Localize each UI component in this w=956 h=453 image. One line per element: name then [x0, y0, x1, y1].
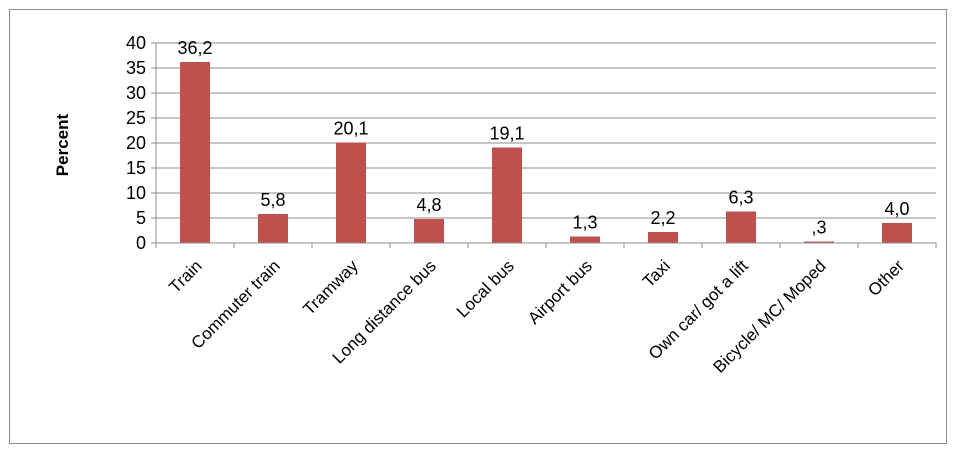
bar — [726, 211, 756, 243]
data-label: 19,1 — [489, 124, 524, 144]
data-label: 4,8 — [416, 195, 441, 215]
bar — [570, 236, 600, 243]
data-label: 1,3 — [572, 213, 597, 233]
bar — [492, 147, 522, 243]
bar — [414, 219, 444, 243]
bars — [180, 62, 912, 243]
y-axis-label: Percent — [53, 113, 72, 176]
data-label: ,3 — [811, 218, 826, 238]
bar — [180, 62, 210, 243]
y-tick-label: 30 — [126, 83, 146, 103]
x-tick-label: Other — [864, 256, 908, 300]
y-tick-label: 35 — [126, 58, 146, 78]
x-tick-label: Train — [165, 256, 205, 296]
bar — [336, 142, 366, 243]
y-tick-label: 20 — [126, 133, 146, 153]
y-tick-label: 15 — [126, 158, 146, 178]
data-label: 5,8 — [260, 190, 285, 210]
y-tick-label: 40 — [126, 33, 146, 53]
bar — [258, 214, 288, 243]
data-label: 36,2 — [177, 38, 212, 58]
bar — [804, 241, 834, 243]
y-tick-label: 10 — [126, 183, 146, 203]
x-tick-label: Taxi — [639, 256, 674, 291]
y-tick-label: 0 — [136, 233, 146, 253]
data-label: 6,3 — [728, 188, 753, 208]
y-tick-label: 5 — [136, 208, 146, 228]
x-tick-label: Tramway — [299, 256, 362, 319]
bar — [648, 232, 678, 243]
bar — [882, 223, 912, 243]
data-label: 20,1 — [333, 119, 368, 139]
x-tick-label: Local bus — [453, 256, 518, 321]
x-tick-label: Airport bus — [524, 256, 596, 328]
y-tick-label: 25 — [126, 108, 146, 128]
data-labels: 36,2 5,8 20,1 4,8 19,1 1,3 2,2 6,3 ,3 4,0 — [177, 38, 909, 238]
chart-frame — [9, 9, 947, 444]
data-label: 4,0 — [884, 199, 909, 219]
y-axis-ticks: 0 5 10 15 20 25 30 35 40 — [126, 33, 156, 253]
data-label: 2,2 — [650, 208, 675, 228]
